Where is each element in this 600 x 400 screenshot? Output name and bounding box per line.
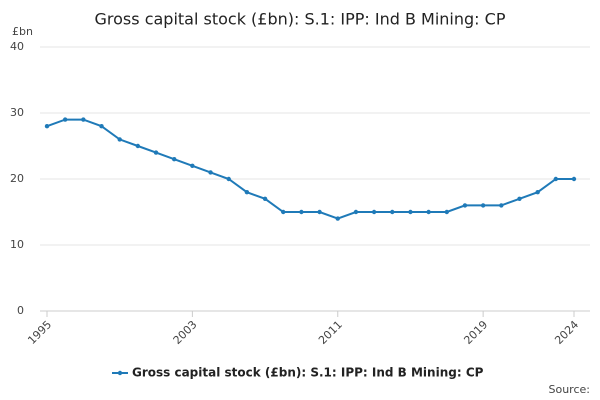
y-tick-label: 30: [10, 106, 24, 119]
source: Source:: [549, 383, 591, 396]
point: [353, 209, 359, 215]
point: [444, 209, 449, 215]
point: [553, 176, 559, 182]
y-tick-label: 0: [17, 304, 24, 317]
point: [499, 203, 504, 208]
point: [390, 209, 395, 215]
point: [571, 176, 577, 182]
point: [99, 124, 104, 129]
point: [317, 209, 322, 215]
x-tick-label: 1995: [25, 318, 54, 347]
x-tick-label: 2019: [461, 318, 490, 347]
point: [153, 150, 159, 155]
point: [281, 209, 286, 215]
point: [408, 209, 413, 215]
legend-label: Gross capital stock (£bn): S.1: IPP: Ind…: [132, 366, 484, 380]
point: [135, 143, 141, 149]
point: [208, 170, 213, 175]
chart-title: Gross capital stock (£bn): S.1: IPP: Ind…: [95, 10, 506, 29]
point: [480, 203, 486, 208]
point: [44, 124, 50, 129]
point: [371, 209, 377, 215]
point: [226, 176, 231, 182]
y-tick-label: 20: [10, 172, 24, 185]
point: [262, 196, 268, 201]
point: [190, 163, 195, 168]
point: [462, 203, 468, 208]
point: [172, 157, 177, 162]
point: [517, 196, 522, 201]
point: [426, 209, 431, 215]
point: [81, 117, 86, 122]
legend-marker: [117, 370, 123, 376]
y-tick-label: 10: [10, 238, 24, 251]
y-unit: £bn: [12, 25, 33, 38]
point: [535, 190, 540, 195]
x-tick-label: 2003: [171, 318, 200, 347]
point: [244, 190, 250, 195]
y-tick-label: 40: [10, 40, 24, 53]
x-tick-label: 2011: [316, 318, 345, 347]
point: [299, 209, 304, 215]
point: [335, 216, 340, 221]
point: [62, 117, 68, 122]
line: [46, 118, 574, 220]
point: [117, 137, 122, 142]
x-tick-label: 2024: [552, 318, 581, 347]
